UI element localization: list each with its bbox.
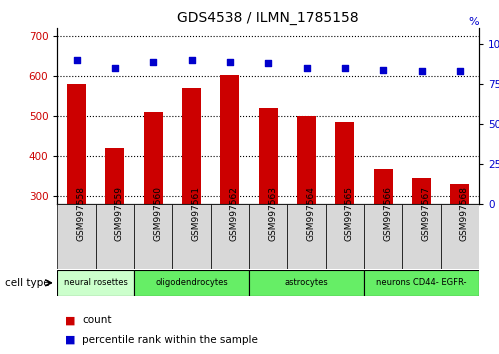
Bar — [402, 204, 441, 269]
Text: GSM997559: GSM997559 — [115, 186, 124, 241]
Text: ■: ■ — [65, 315, 75, 325]
Bar — [364, 204, 402, 269]
Bar — [67, 84, 86, 204]
Text: neural rosettes: neural rosettes — [64, 278, 128, 287]
Text: GSM997562: GSM997562 — [230, 186, 239, 241]
Bar — [220, 75, 240, 204]
Bar — [335, 122, 354, 204]
Bar — [297, 116, 316, 204]
Point — [72, 57, 80, 63]
Text: %: % — [469, 17, 479, 27]
Bar — [249, 270, 364, 296]
Point — [149, 59, 157, 65]
Bar — [172, 204, 211, 269]
Title: GDS4538 / ILMN_1785158: GDS4538 / ILMN_1785158 — [178, 11, 359, 24]
Bar — [249, 204, 287, 269]
Point — [302, 65, 310, 71]
Point — [264, 61, 272, 66]
Point — [188, 57, 196, 63]
Point — [379, 67, 387, 73]
Bar — [57, 204, 96, 269]
Bar — [134, 204, 172, 269]
Text: GSM997566: GSM997566 — [383, 186, 392, 241]
Bar — [364, 270, 479, 296]
Bar — [96, 204, 134, 269]
Text: oligodendrocytes: oligodendrocytes — [155, 278, 228, 287]
Text: GSM997567: GSM997567 — [422, 186, 431, 241]
Text: GSM997565: GSM997565 — [345, 186, 354, 241]
Bar — [182, 88, 201, 204]
Bar — [412, 178, 431, 204]
Bar — [326, 204, 364, 269]
Point — [226, 59, 234, 65]
Point — [341, 65, 349, 71]
Text: GSM997564: GSM997564 — [306, 186, 315, 241]
Bar — [211, 204, 249, 269]
Text: astrocytes: astrocytes — [284, 278, 328, 287]
Bar — [105, 148, 124, 204]
Text: count: count — [82, 315, 112, 325]
Text: GSM997560: GSM997560 — [153, 186, 162, 241]
Bar — [258, 108, 278, 204]
Point — [418, 69, 426, 74]
Bar — [144, 112, 163, 204]
Text: ■: ■ — [65, 335, 75, 345]
Text: GSM997563: GSM997563 — [268, 186, 277, 241]
Text: cell type: cell type — [5, 278, 49, 288]
Point — [456, 69, 464, 74]
Text: GSM997558: GSM997558 — [76, 186, 85, 241]
Text: GSM997568: GSM997568 — [460, 186, 469, 241]
Bar — [374, 169, 393, 204]
Bar — [441, 204, 479, 269]
Bar — [287, 204, 326, 269]
Bar — [134, 270, 249, 296]
Text: neurons CD44- EGFR-: neurons CD44- EGFR- — [376, 278, 467, 287]
Text: percentile rank within the sample: percentile rank within the sample — [82, 335, 258, 345]
Bar — [57, 270, 134, 296]
Point — [111, 65, 119, 71]
Text: GSM997561: GSM997561 — [192, 186, 201, 241]
Bar — [450, 184, 470, 204]
